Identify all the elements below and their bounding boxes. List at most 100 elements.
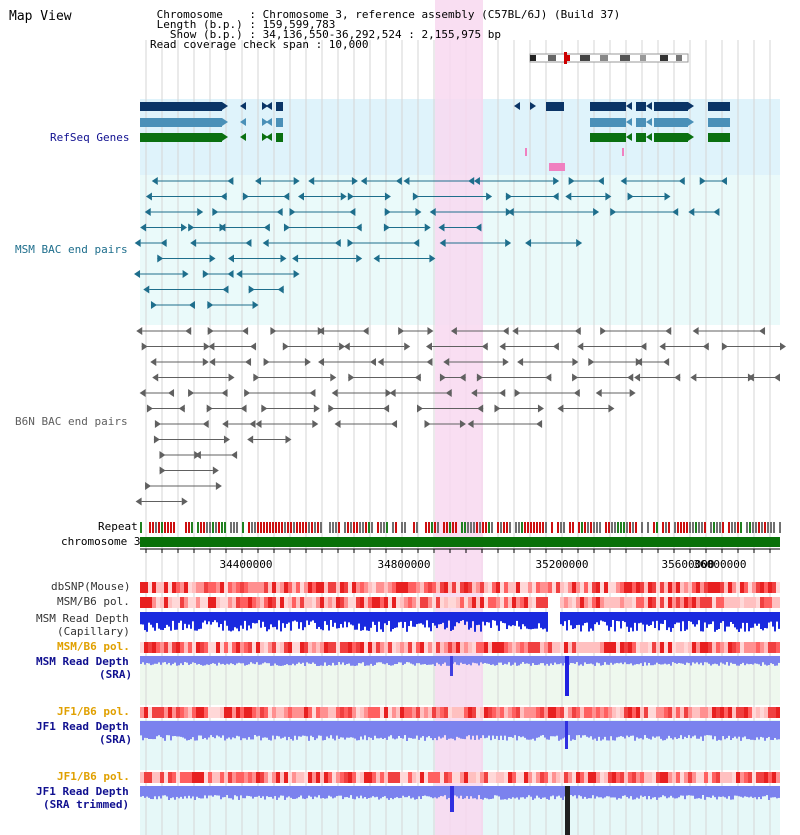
- msm-b6-pol-heat-cell: [248, 597, 252, 608]
- dbsnp-heat-cell: [216, 582, 220, 593]
- jf1-b6-pol-trimmed-heat-cell: [204, 772, 208, 783]
- jf1-depth-sra-bar: [392, 721, 394, 739]
- jf1-depth-trimmed-bar: [514, 786, 516, 799]
- jf1-depth-sra-bar: [274, 721, 276, 740]
- jf1-depth-sra-bar: [620, 721, 622, 737]
- dbsnp-heat-cell: [544, 582, 548, 593]
- dbsnp-heat-cell: [700, 582, 704, 593]
- msm-b6-pol-sra-heat-cell: [248, 642, 252, 653]
- jf1-depth-trimmed-bar: [718, 786, 720, 797]
- jf1-depth-sra-bar: [660, 721, 662, 739]
- b6n-bac-pair-end: [424, 420, 431, 428]
- dbsnp-heat-cell: [184, 582, 188, 593]
- msm-depth-capillary-bar: [540, 612, 542, 628]
- jf1-depth-trimmed-bar: [230, 786, 232, 799]
- jf1-b6-pol-trimmed-heat-cell: [300, 772, 304, 783]
- b6n-bac-pair-end: [221, 389, 228, 397]
- jf1-b6-pol-trimmed-heat-cell: [752, 772, 756, 783]
- jf1-b6-pol-trimmed-heat-cell: [392, 772, 396, 783]
- jf1-depth-trimmed-bar: [288, 786, 290, 797]
- msm-depth-capillary-bar: [358, 612, 360, 624]
- track-label-jf1-depth-sra-sub: (SRA): [99, 733, 133, 746]
- dbsnp-heat-cell: [256, 582, 260, 593]
- jf1-depth-sra-bar: [730, 721, 732, 741]
- msm-depth-capillary-bar: [708, 612, 710, 625]
- msm-b6-pol-heat-cell: [308, 597, 312, 608]
- jf1-depth-trimmed-bar: [742, 786, 744, 798]
- jf1-depth-trimmed-bar: [478, 786, 480, 796]
- jf1-b6-pol-trimmed-heat-cell: [400, 772, 404, 783]
- msm-depth-capillary-bar: [574, 612, 576, 629]
- jf1-depth-trimmed-bar: [248, 786, 250, 797]
- b6n-bac-pair-end: [178, 404, 185, 413]
- msm-depth-sra-bar: [724, 656, 726, 665]
- msm-depth-capillary-bar: [334, 612, 336, 623]
- b6n-bac-pair-end: [249, 420, 256, 428]
- jf1-depth-sra-bar: [726, 721, 728, 739]
- msm-b6-pol-sra-heat-cell: [452, 642, 456, 653]
- dbsnp-heat-cell: [508, 582, 512, 593]
- msm-depth-capillary-bar: [302, 612, 304, 631]
- jf1-depth-trimmed-bar: [192, 786, 194, 797]
- gene-exon-block: [546, 102, 564, 111]
- jf1-b6-pol-trimmed-heat-cell: [212, 772, 216, 783]
- jf1-depth-sra-bar: [614, 721, 616, 741]
- msm-depth-sra-bar: [392, 656, 394, 666]
- msm-bac-pair-end: [334, 239, 341, 247]
- repeat-element: [230, 522, 232, 533]
- msm-bac-pair-end: [525, 239, 532, 247]
- msm-depth-sra-bar: [324, 656, 326, 663]
- msm-b6-pol-sra-heat-cell: [620, 642, 624, 653]
- dbsnp-heat-cell: [564, 582, 568, 593]
- msm-depth-capillary-bar: [398, 612, 400, 623]
- msm-b6-pol-sra-heat-cell: [380, 642, 384, 653]
- msm-depth-capillary-bar: [222, 612, 224, 631]
- msm-depth-capillary-bar: [572, 612, 574, 630]
- dbsnp-heat-cell: [220, 582, 224, 593]
- msm-bac-pair-end: [182, 270, 189, 278]
- repeat-element: [365, 522, 367, 533]
- msm-b6-pol-sra-heat-cell: [408, 642, 412, 653]
- jf1-depth-sra-bar: [470, 721, 472, 740]
- dbsnp-heat-cell: [724, 582, 728, 593]
- jf1-depth-trimmed-bar: [414, 786, 416, 800]
- repeat-element: [686, 522, 688, 533]
- jf1-depth-trimmed-bar: [202, 786, 204, 799]
- msm-depth-sra-bar: [222, 656, 224, 664]
- jf1-depth-sra-bar: [414, 721, 416, 739]
- repeat-element: [281, 522, 283, 533]
- jf1-b6-pol-trimmed-heat-cell: [604, 772, 608, 783]
- jf1-depth-trimmed-bar: [688, 786, 690, 796]
- jf1-depth-sra-bar: [214, 721, 216, 739]
- msm-depth-capillary-bar: [728, 612, 730, 627]
- msm-bac-pair-end: [384, 208, 391, 216]
- jf1-depth-sra-bar: [244, 721, 246, 739]
- msm-depth-sra-bar: [550, 656, 552, 664]
- jf1-depth-sra-bar: [376, 721, 378, 739]
- b6n-bac-pair-end: [443, 358, 450, 366]
- msm-b6-pol-sra-heat-cell: [436, 642, 440, 653]
- msm-depth-sra-bar: [514, 656, 516, 663]
- msm-b6-pol-sra-heat-cell: [156, 642, 160, 653]
- jf1-b6-pol-heat-cell: [456, 707, 460, 718]
- jf1-depth-trimmed-bar: [544, 786, 546, 798]
- jf1-depth-sra-bar: [466, 721, 468, 737]
- jf1-depth-trimmed-bar: [234, 786, 236, 796]
- ideogram-position-marker: [564, 52, 567, 64]
- dbsnp-heat-cell: [768, 582, 772, 593]
- msm-depth-sra-bar: [502, 656, 504, 665]
- dbsnp-heat-cell: [676, 582, 680, 593]
- msm-b6-pol-heat-cell: [376, 597, 380, 608]
- msm-bac-pair-end: [150, 301, 157, 309]
- repeat-element: [635, 522, 637, 533]
- msm-b6-pol-heat-cell: [512, 597, 516, 608]
- repeat-element: [311, 522, 313, 533]
- msm-b6-pol-heat-cell: [192, 597, 196, 608]
- msm-bac-pair-end: [597, 177, 604, 185]
- msm-b6-pol-sra-heat-cell: [256, 642, 260, 653]
- msm-depth-sra-bar: [698, 656, 700, 665]
- msm-depth-sra-bar: [476, 656, 478, 664]
- jf1-depth-sra-bar: [570, 721, 572, 741]
- msm-depth-sra-bar: [208, 656, 210, 665]
